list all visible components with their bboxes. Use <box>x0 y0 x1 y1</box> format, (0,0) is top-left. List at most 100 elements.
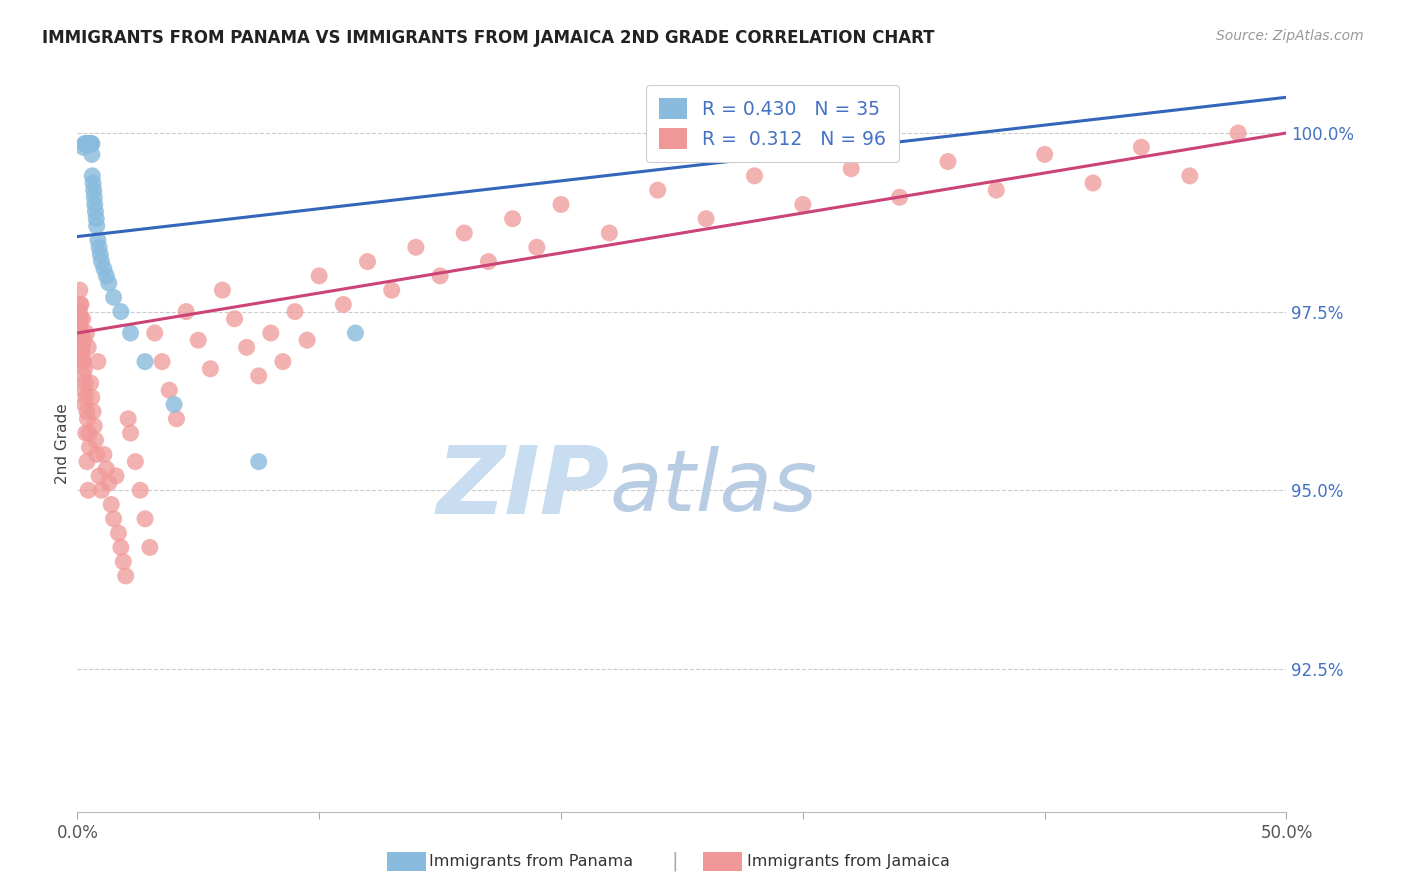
Point <box>889 190 911 204</box>
Point <box>70 311 93 326</box>
Point <box>139 541 162 555</box>
Point <box>76 136 98 151</box>
Point <box>150 354 173 368</box>
Point <box>381 283 404 297</box>
Point <box>405 240 427 254</box>
Point <box>70 340 93 354</box>
Point <box>97 276 120 290</box>
Point <box>82 404 104 418</box>
Point <box>120 326 142 340</box>
Point <box>87 354 110 368</box>
Point <box>72 354 94 368</box>
Point <box>114 569 136 583</box>
Point <box>76 326 98 340</box>
Point <box>77 483 100 498</box>
Point <box>134 512 156 526</box>
Point <box>93 261 115 276</box>
Point <box>75 376 97 390</box>
Point <box>70 326 93 340</box>
Point <box>143 326 166 340</box>
Point <box>124 455 146 469</box>
Point <box>110 304 132 318</box>
Point <box>69 283 91 297</box>
Point <box>1033 147 1056 161</box>
Point <box>80 390 103 404</box>
Point <box>70 347 93 361</box>
Point <box>72 354 94 368</box>
Point <box>69 318 91 333</box>
Text: Source: ZipAtlas.com: Source: ZipAtlas.com <box>1216 29 1364 43</box>
Point <box>1178 169 1201 183</box>
Text: atlas: atlas <box>609 446 817 530</box>
Point <box>110 541 132 555</box>
Point <box>70 297 93 311</box>
Point <box>129 483 152 498</box>
Point <box>187 333 209 347</box>
Point <box>67 304 90 318</box>
Point <box>87 233 110 247</box>
Point <box>90 254 112 268</box>
Point <box>80 136 103 151</box>
Point <box>72 140 94 154</box>
Point <box>79 136 101 151</box>
Point <box>77 340 100 354</box>
Point <box>83 197 105 211</box>
Point <box>271 354 294 368</box>
Point <box>502 211 524 226</box>
Point <box>247 455 270 469</box>
Point <box>284 304 307 318</box>
Point <box>744 169 766 183</box>
Text: ZIP: ZIP <box>436 442 609 534</box>
Point <box>77 136 100 151</box>
Point <box>120 425 142 440</box>
Point <box>70 340 93 354</box>
Point <box>72 368 94 383</box>
Point <box>83 418 105 433</box>
Point <box>86 448 108 462</box>
Point <box>839 161 862 176</box>
Point <box>247 368 270 383</box>
Text: Immigrants from Panama: Immigrants from Panama <box>429 855 633 869</box>
Point <box>79 441 101 455</box>
Point <box>73 361 96 376</box>
Point <box>73 397 96 411</box>
Point <box>598 226 620 240</box>
Point <box>695 211 717 226</box>
Point <box>477 254 499 268</box>
Point <box>429 268 451 283</box>
Legend: R = 0.430   N = 35, R =  0.312   N = 96: R = 0.430 N = 35, R = 0.312 N = 96 <box>645 86 900 161</box>
Point <box>75 390 97 404</box>
Point <box>73 383 96 397</box>
Point <box>105 469 128 483</box>
Point <box>356 254 378 268</box>
Point <box>295 333 318 347</box>
Point <box>76 455 98 469</box>
Point <box>76 136 98 151</box>
Point <box>526 240 548 254</box>
Point <box>79 376 101 390</box>
Point <box>93 448 115 462</box>
Point <box>82 176 104 190</box>
Point <box>224 311 246 326</box>
Point <box>75 136 97 151</box>
Point <box>986 183 1008 197</box>
Point <box>550 197 572 211</box>
Point <box>332 297 354 311</box>
Point <box>200 361 222 376</box>
Point <box>453 226 475 240</box>
Point <box>76 411 98 425</box>
Point <box>76 404 98 418</box>
Point <box>75 425 97 440</box>
Point <box>77 136 100 151</box>
Point <box>87 469 110 483</box>
Text: Immigrants from Jamaica: Immigrants from Jamaica <box>747 855 949 869</box>
Point <box>69 297 91 311</box>
Text: IMMIGRANTS FROM PANAMA VS IMMIGRANTS FROM JAMAICA 2ND GRADE CORRELATION CHART: IMMIGRANTS FROM PANAMA VS IMMIGRANTS FRO… <box>42 29 935 46</box>
Point <box>936 154 959 169</box>
Point <box>134 354 156 368</box>
Point <box>90 483 112 498</box>
Point <box>96 268 118 283</box>
Point <box>117 411 139 425</box>
Point <box>84 211 107 226</box>
Point <box>89 247 111 261</box>
